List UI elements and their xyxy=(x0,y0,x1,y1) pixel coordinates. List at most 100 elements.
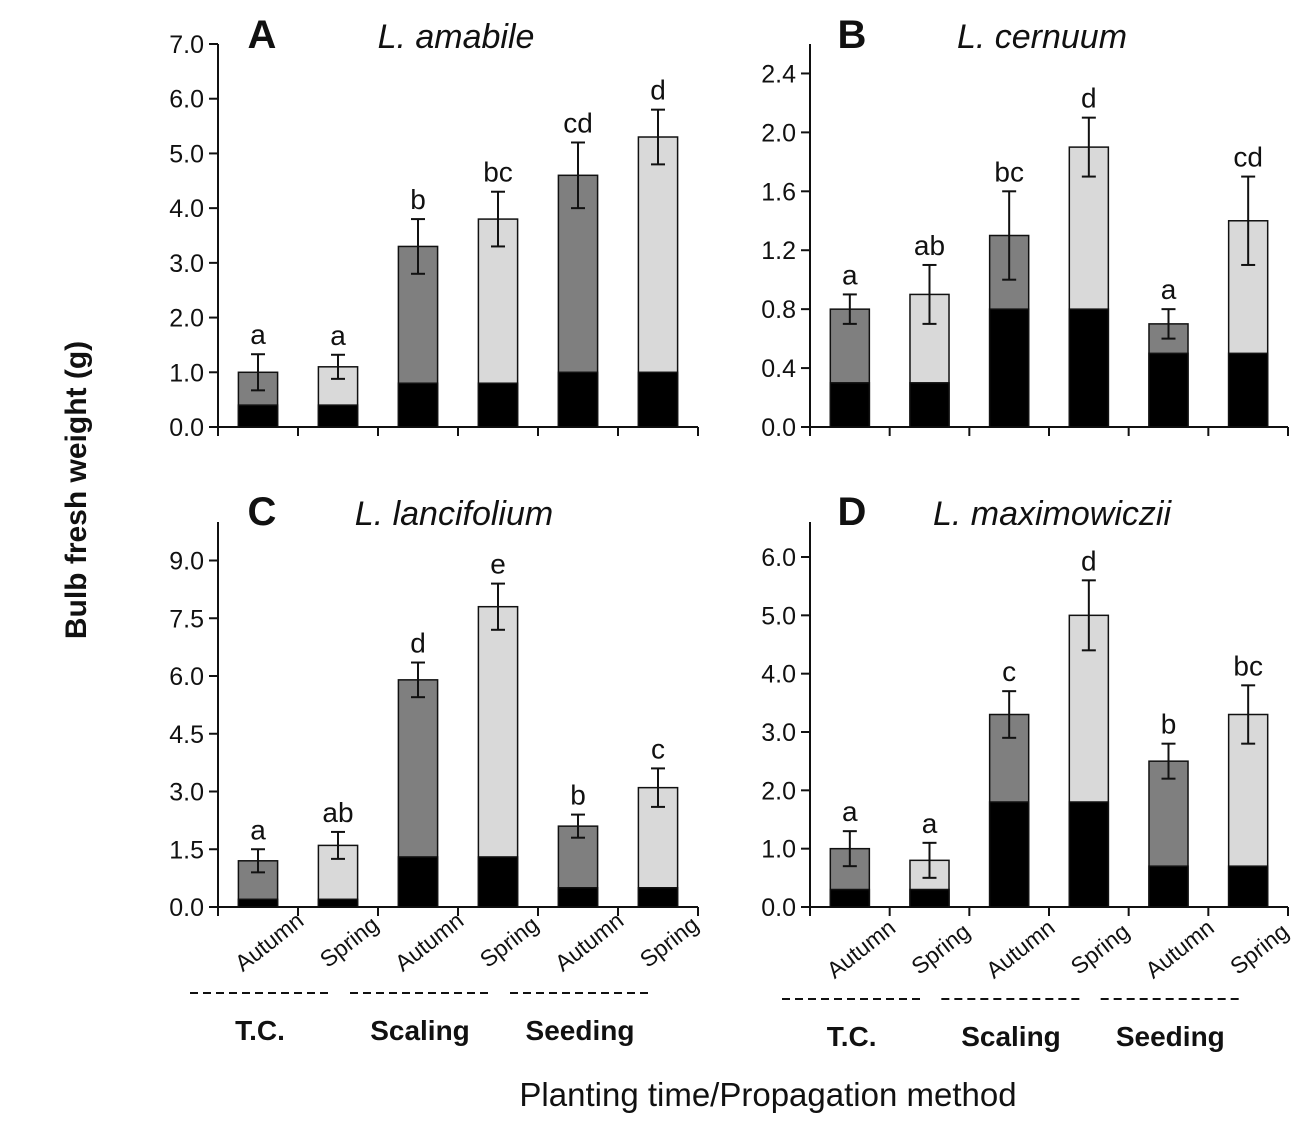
panel-b-ytick-label: 0.0 xyxy=(761,414,796,442)
panel-d-group-label: T.C. xyxy=(827,1021,877,1052)
panel-d-category-label: Autumn xyxy=(822,914,900,983)
panel-d-ytick-label: 0.0 xyxy=(761,894,796,922)
panel-b-title: L. cernuum xyxy=(957,18,1127,56)
panel-c-ytick-label: 0.0 xyxy=(169,894,204,922)
panel-b-ytick-label: 2.4 xyxy=(761,60,796,88)
panel-c-ytick-label: 1.5 xyxy=(169,836,204,864)
panel-c-bar-base xyxy=(637,887,679,908)
panel-a-bar-base xyxy=(477,382,519,428)
panel-b-bar-base xyxy=(1227,352,1269,428)
panel-c-ytick-label: 7.5 xyxy=(169,605,204,633)
panel-c-significance-letter: a xyxy=(250,814,266,845)
panel-b-ytick-label: 0.4 xyxy=(761,355,796,383)
panel-b-significance-letter: cd xyxy=(1233,142,1263,173)
panel-d-bar-base xyxy=(1148,865,1189,908)
panel-c-significance-letter: b xyxy=(570,780,586,811)
panel-c-significance-letter: e xyxy=(490,549,506,580)
panel-c-group-label: T.C. xyxy=(235,1015,285,1046)
panel-a-significance-letter: b xyxy=(410,184,426,215)
panel-a-ytick-label: 1.0 xyxy=(169,359,204,387)
panel-c-bar-base xyxy=(317,898,359,908)
panel-c-group-label: Scaling xyxy=(370,1015,470,1046)
panel-c-ytick-label: 3.0 xyxy=(169,779,204,807)
panel-d-ytick-label: 1.0 xyxy=(761,836,796,864)
panel-b-bar-base xyxy=(988,308,1030,428)
panel-c-significance-letter: ab xyxy=(322,797,353,828)
panel-d-bar-base xyxy=(909,888,950,908)
panel-a-bar-base xyxy=(637,371,679,428)
panel-a-ytick-label: 4.0 xyxy=(169,195,204,223)
panel-c-category-label: Spring xyxy=(475,911,543,972)
panel-b-ytick-label: 0.8 xyxy=(761,296,796,324)
panel-b-ytick-label: 1.2 xyxy=(761,237,796,265)
panel-c-category-label: Spring xyxy=(315,911,383,972)
panel-b-significance-letter: a xyxy=(842,259,858,290)
panel-a-ytick-label: 5.0 xyxy=(169,140,204,168)
panel-d-category-label: Spring xyxy=(1066,918,1134,979)
panel-b-ytick-label: 1.6 xyxy=(761,178,796,206)
panel-b-significance-letter: bc xyxy=(994,156,1024,187)
panel-d-title: L. maximowiczii xyxy=(933,495,1172,533)
panel-a-ytick-label: 2.0 xyxy=(169,305,204,333)
panel-a-significance-letter: a xyxy=(330,320,346,351)
panel-a-ytick-label: 0.0 xyxy=(169,414,204,442)
panel-d-significance-letter: b xyxy=(1161,709,1177,740)
panel-c-significance-letter: d xyxy=(410,628,426,659)
panel-d-ytick-label: 6.0 xyxy=(761,544,796,572)
panel-d-significance-letter: c xyxy=(1002,656,1016,687)
panel-c-category-label: Spring xyxy=(635,911,703,972)
panel-d-letter: D xyxy=(838,490,867,534)
panel-d-category-label: Autumn xyxy=(1140,914,1218,983)
panel-d-significance-letter: a xyxy=(922,808,938,839)
panel-c-bar-base xyxy=(397,856,439,908)
panel-d-category-label: Spring xyxy=(906,918,974,979)
panel-c-bar-base xyxy=(237,898,279,908)
panel-a-ytick-label: 7.0 xyxy=(169,31,204,59)
panel-b-bar-base xyxy=(909,382,950,428)
panel-d-group-label: Seeding xyxy=(1116,1021,1225,1052)
panel-c-bar-base xyxy=(477,856,519,908)
panel-d-category-label: Spring xyxy=(1225,918,1293,979)
panel-b-bar-base xyxy=(1148,352,1189,428)
panel-c-bar-base xyxy=(557,887,599,908)
panel-b-bar-base xyxy=(829,382,871,428)
panel-d-bar-base xyxy=(1068,801,1110,908)
panel-b-bar-base xyxy=(1068,308,1110,428)
panel-d-significance-letter: d xyxy=(1081,545,1097,576)
panel-c-title: L. lancifolium xyxy=(355,495,553,533)
panel-c-category-label: Autumn xyxy=(550,907,628,976)
panel-b-significance-letter: d xyxy=(1081,83,1097,114)
panel-a-letter: A xyxy=(248,13,277,57)
panel-a-title: L. amabile xyxy=(378,18,535,56)
panel-d-significance-letter: a xyxy=(842,796,858,827)
panel-c-group-label: Seeding xyxy=(526,1015,635,1046)
panel-d-ytick-label: 5.0 xyxy=(761,602,796,630)
panel-a-significance-letter: cd xyxy=(563,107,593,138)
panel-a-bar-base xyxy=(237,404,279,428)
panel-a-bar-base xyxy=(557,371,599,428)
panel-a-significance-letter: a xyxy=(250,319,266,350)
panel-c-category-label: Autumn xyxy=(230,907,308,976)
panel-c-significance-letter: c xyxy=(651,733,665,764)
panel-d-ytick-label: 2.0 xyxy=(761,777,796,805)
y-axis-label: Bulb fresh weight (g) xyxy=(60,341,93,639)
panel-c-ytick-label: 4.5 xyxy=(169,721,204,749)
panel-a-significance-letter: bc xyxy=(483,157,513,188)
panel-b-significance-letter: ab xyxy=(914,230,945,261)
panel-d-bar-base xyxy=(1227,865,1269,908)
panel-a-bar-base xyxy=(397,382,439,428)
panel-c-category-label: Autumn xyxy=(390,907,468,976)
panel-a-bar-base xyxy=(317,404,359,428)
panel-a-ytick-label: 6.0 xyxy=(169,86,204,114)
panel-d-ytick-label: 4.0 xyxy=(761,661,796,689)
panel-d-category-label: Autumn xyxy=(981,914,1059,983)
panel-d-bar-base xyxy=(829,888,871,908)
panel-d-ytick-label: 3.0 xyxy=(761,719,796,747)
panel-d-bar-base xyxy=(988,801,1030,908)
panel-c-ytick-label: 9.0 xyxy=(169,548,204,576)
panel-b-letter: B xyxy=(838,13,867,57)
panel-a-significance-letter: d xyxy=(650,75,666,106)
panel-d-group-label: Scaling xyxy=(961,1021,1061,1052)
panel-b-significance-letter: a xyxy=(1161,274,1177,305)
